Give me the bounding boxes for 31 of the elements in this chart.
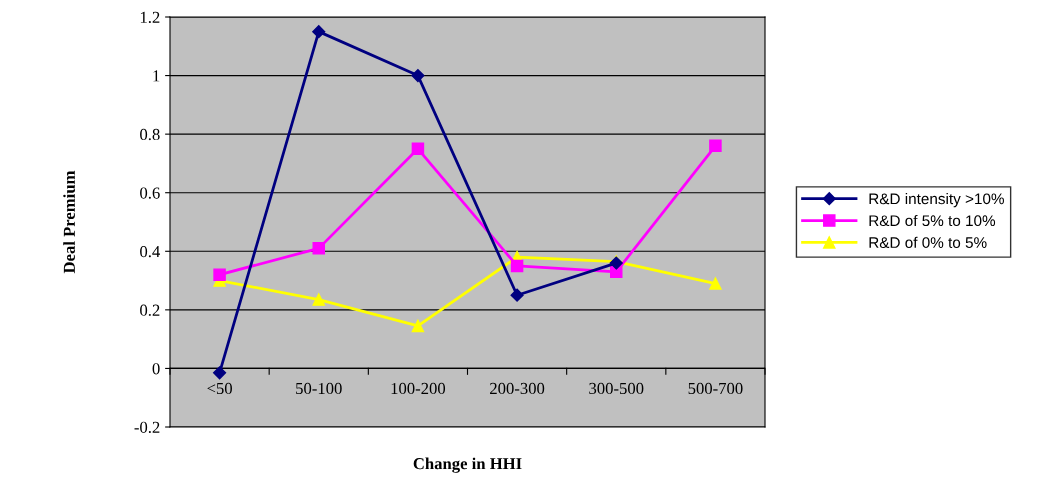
point	[411, 319, 425, 333]
y-tick-label: 0	[152, 363, 160, 375]
point	[510, 288, 524, 302]
point	[709, 139, 722, 153]
point	[213, 268, 226, 281]
point	[411, 68, 425, 83]
x-tick-label: 300-500	[589, 382, 644, 395]
point	[312, 242, 326, 255]
x-tick-label: 500-700	[688, 382, 743, 395]
x-axis-title: Change in HHI	[413, 457, 522, 473]
x-tick-label: 50-100	[296, 382, 342, 395]
y-tick-label: 0.2	[140, 304, 160, 316]
y-tick-label: 1	[153, 70, 160, 82]
y-tick-label: 0.8	[140, 128, 160, 141]
point	[411, 142, 425, 156]
y-tick-label: 0.6	[140, 187, 160, 199]
y-tick-label: -0.2	[134, 421, 160, 434]
legend-label: R&D of 5% to 10%	[869, 214, 996, 227]
x-tick-label: 200-300	[490, 382, 545, 395]
point	[709, 277, 722, 290]
point	[212, 366, 227, 380]
point	[312, 25, 326, 39]
legend-label: R&D intensity >10%	[869, 193, 1004, 208]
x-tick-label: <50	[207, 382, 232, 395]
y-tick-label: 1.2	[140, 11, 160, 24]
y-axis-title: Deal Premium	[63, 170, 75, 274]
legend-label: R&D of 0% to 5%	[869, 236, 987, 248]
point	[312, 293, 326, 306]
y-tick-label: 0.4	[140, 245, 161, 258]
point	[510, 259, 524, 273]
x-tick-label: 100-200	[391, 382, 446, 395]
